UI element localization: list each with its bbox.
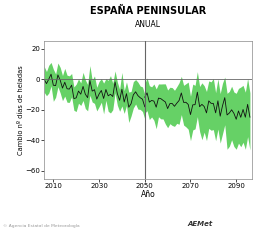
Text: AEMet: AEMet <box>187 221 212 227</box>
X-axis label: Año: Año <box>141 190 155 199</box>
Text: © Agencia Estatal de Meteorología: © Agencia Estatal de Meteorología <box>3 224 79 228</box>
Text: ANUAL: ANUAL <box>135 20 161 29</box>
Text: ESPAÑA PENINSULAR: ESPAÑA PENINSULAR <box>90 6 206 16</box>
Y-axis label: Cambio nº días de heladas: Cambio nº días de heladas <box>18 65 24 155</box>
